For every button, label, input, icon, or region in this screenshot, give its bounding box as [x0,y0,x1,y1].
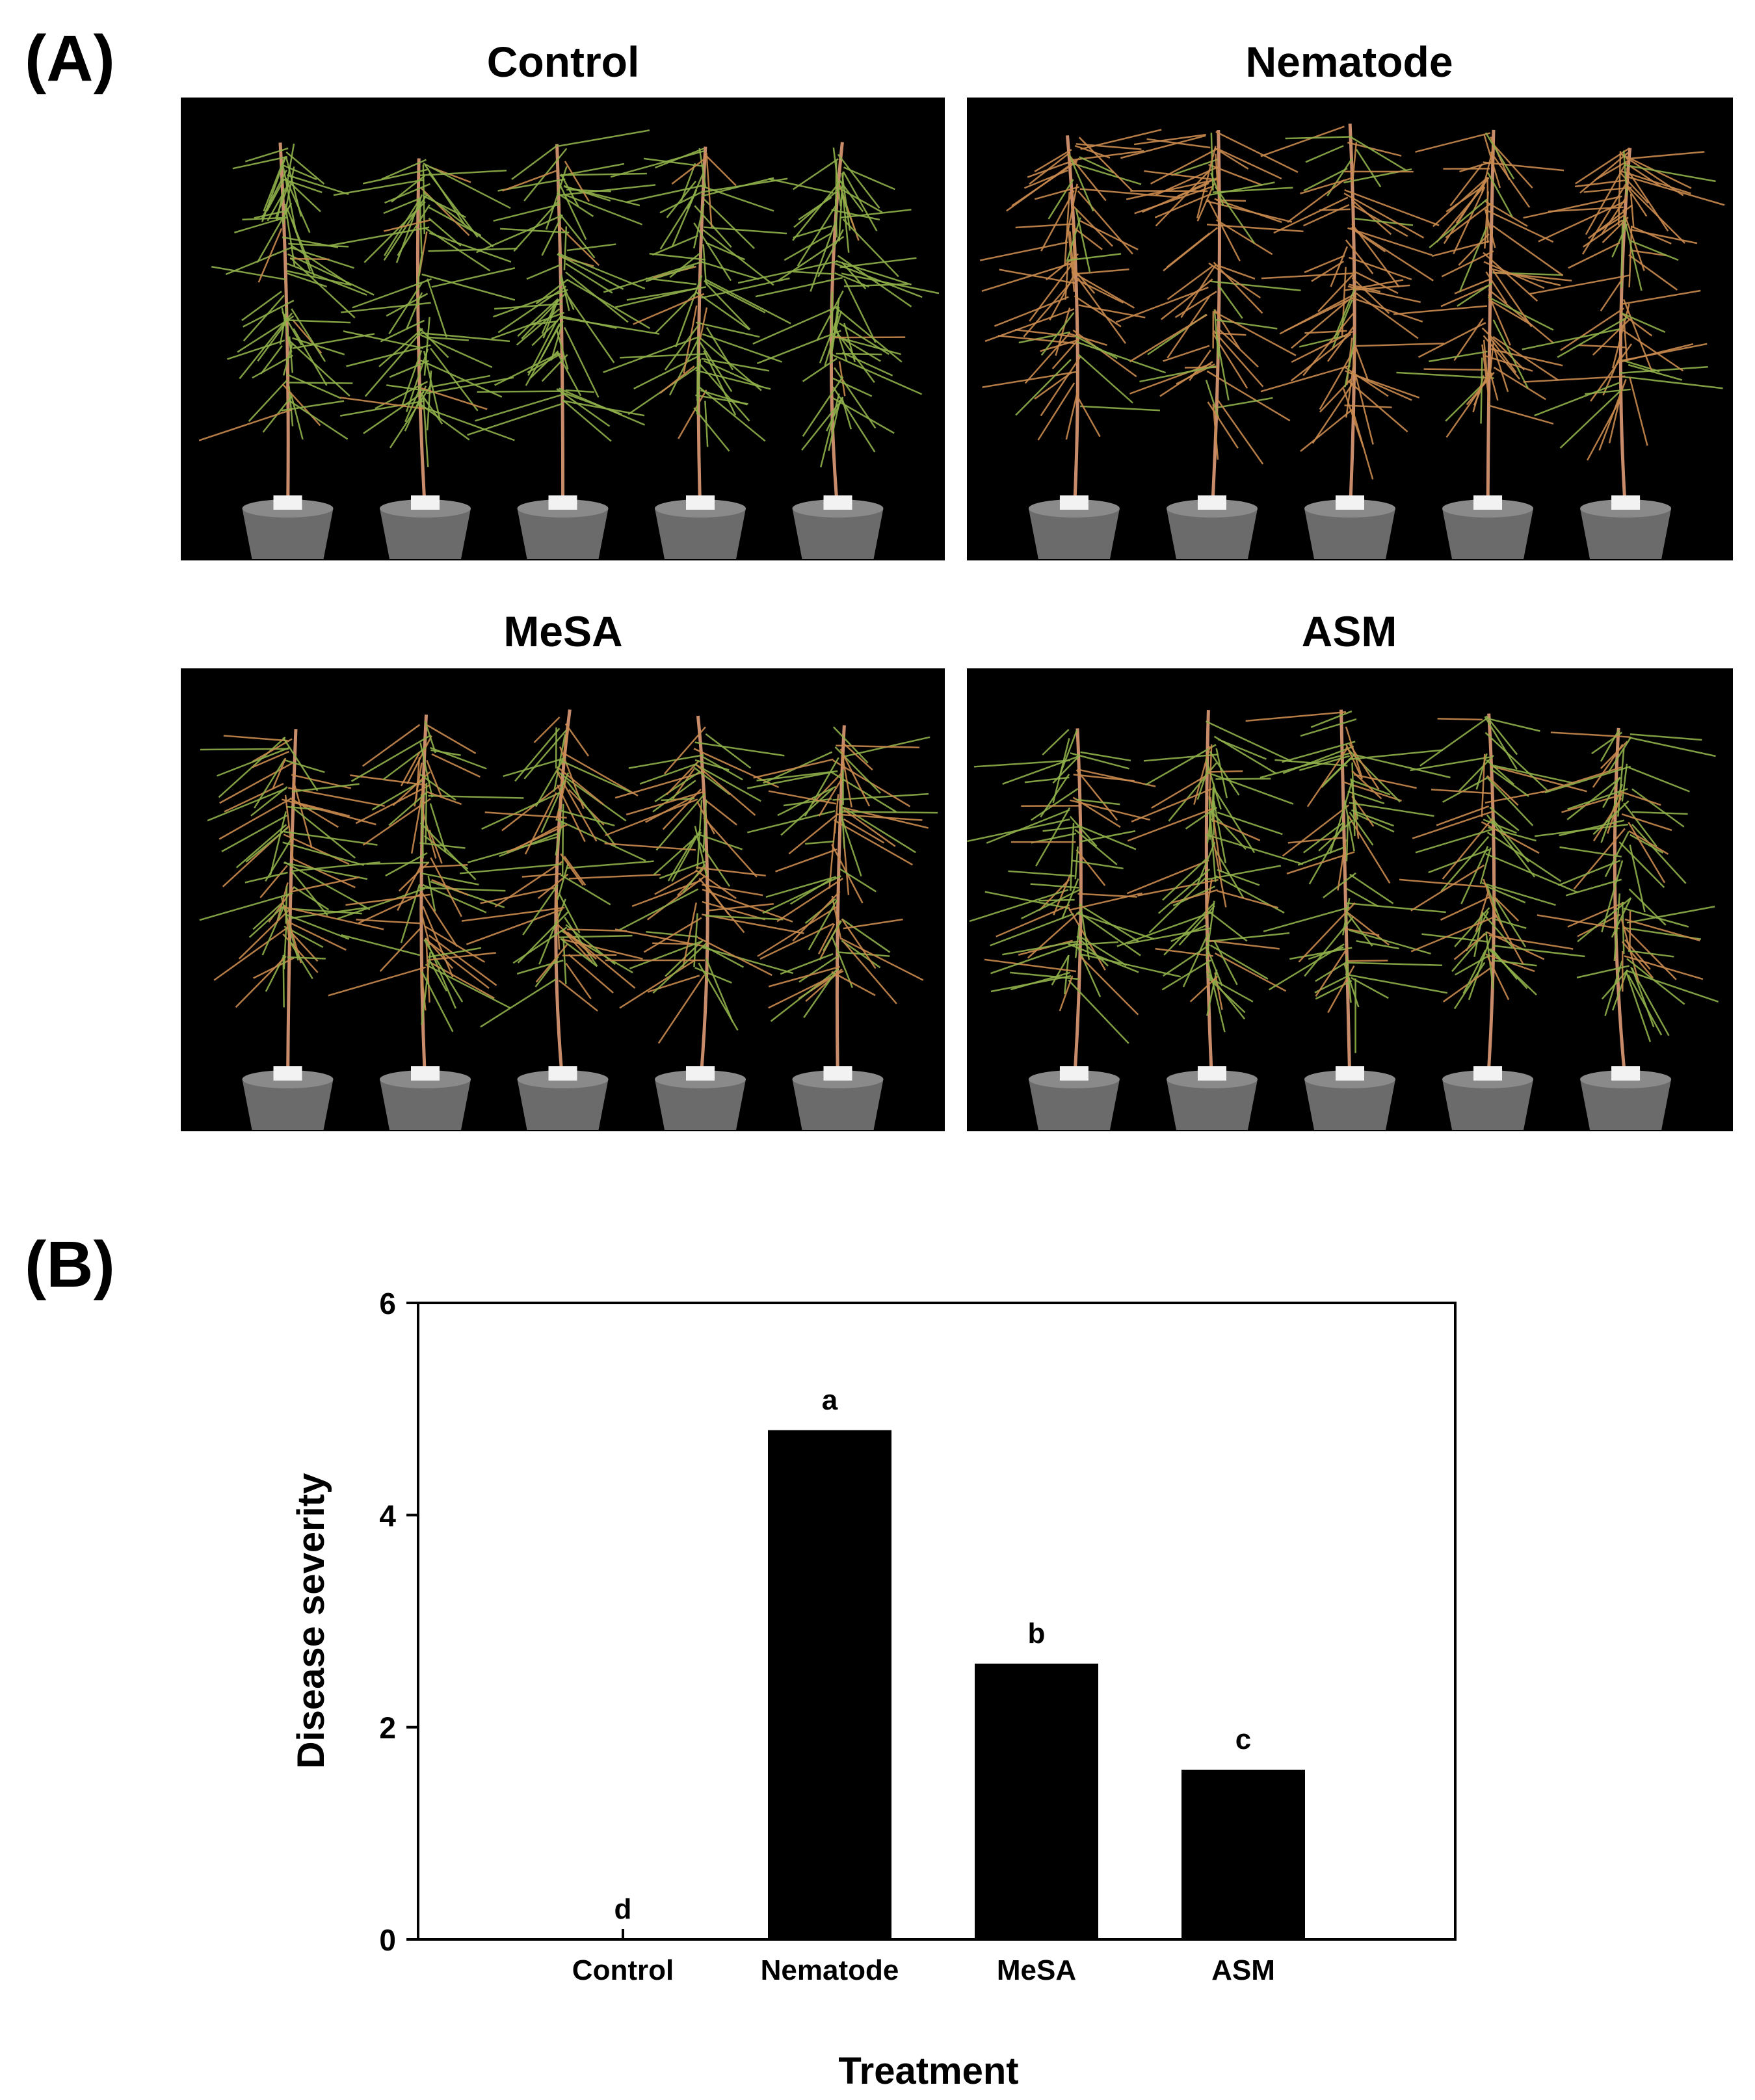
seedling [1393,129,1572,559]
significance-letter: a [822,1384,838,1416]
seedling [198,142,375,559]
photo-mesa [181,668,945,1131]
significance-letter: c [1235,1724,1251,1755]
bar-mesa [975,1663,1098,1939]
seedling [1116,129,1304,559]
photo-title-mesa: MeSA [503,607,623,655]
photo-asm [967,668,1733,1131]
x-tick-label: MeSA [997,1954,1076,1986]
seedling [967,728,1181,1130]
panel-a-label: (A) [25,22,115,95]
seedling [460,709,661,1130]
seedling [1245,709,1451,1130]
photo-title-control: Control [486,38,640,86]
significance-letters: d a b c [614,1384,1252,1925]
x-tick-label: Control [572,1954,674,1986]
y-tick-label: 0 [379,1923,396,1957]
significance-letter: b [1028,1618,1046,1649]
x-axis-labels: Control Nematode MeSA ASM [572,1929,1275,1986]
seedling [979,129,1181,559]
seedling [328,158,518,559]
x-tick-label: ASM [1211,1954,1275,1986]
seedling [1116,710,1304,1130]
significance-letter: d [614,1893,632,1925]
bars [768,1430,1305,1939]
seedling [199,729,385,1130]
photo-title-nematode: Nematode [1245,38,1453,86]
y-tick-label: 4 [379,1499,396,1532]
panel-b-label: (B) [25,1228,115,1301]
seedling [1399,713,1587,1130]
bar-asm [1181,1769,1305,1939]
y-tick-label: 2 [379,1711,396,1745]
photo-nematode [967,98,1733,560]
seedling [603,146,791,559]
seedling [604,715,804,1130]
seedling [1522,147,1725,559]
y-axis-ticks: 0 2 4 6 [379,1287,418,1957]
seedling [1260,124,1444,559]
seedling [467,129,660,559]
x-tick-label: Nematode [761,1954,899,1986]
photo-control [181,98,945,560]
seedling [746,725,938,1130]
seedling [328,715,524,1130]
seedling [1534,728,1719,1130]
seedling [737,142,940,559]
bar-nematode [768,1430,891,1939]
plot-frame [417,1302,1457,1941]
x-axis-label: Treatment [838,2050,1018,2092]
photo-title-asm: ASM [1301,607,1397,655]
y-axis-label: Disease severity [290,1473,332,1769]
y-tick-label: 6 [379,1287,396,1320]
